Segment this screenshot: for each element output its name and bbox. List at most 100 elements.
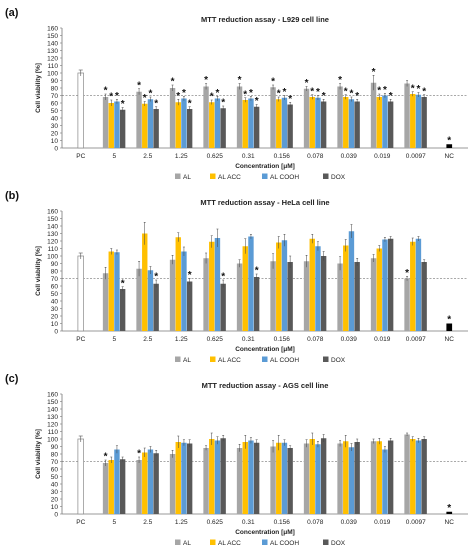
significance-star: * xyxy=(422,86,426,97)
bar-dox xyxy=(421,97,427,148)
x-tick-label: 0.078 xyxy=(307,519,324,526)
bar-al-cooh xyxy=(181,442,187,514)
nc-significance-star: * xyxy=(447,315,451,326)
bar-al-acc xyxy=(376,248,382,331)
y-tick-label: 30 xyxy=(51,123,59,130)
legend-swatch xyxy=(210,173,216,179)
bar-al-acc xyxy=(242,100,248,148)
bar-al xyxy=(169,259,176,331)
y-tick-label: 60 xyxy=(51,283,59,290)
x-tick-label: 0.0097 xyxy=(406,519,426,526)
bar-dox xyxy=(287,448,293,514)
bar-al-cooh xyxy=(248,236,254,331)
bar-al-cooh xyxy=(348,447,355,514)
bar-al-acc xyxy=(209,102,215,148)
bar-al-cooh xyxy=(147,99,154,148)
y-tick-label: 130 xyxy=(47,48,58,55)
x-tick-label: 0.625 xyxy=(207,153,224,160)
bar-al-acc xyxy=(242,246,248,331)
bar-al-cooh xyxy=(147,270,154,331)
significance-star: * xyxy=(238,75,242,86)
legend-entry: AL xyxy=(183,357,191,364)
y-tick-label: 100 xyxy=(47,70,58,77)
significance-star: * xyxy=(171,77,175,88)
bar-dox xyxy=(153,283,159,331)
bar-al-acc xyxy=(309,238,315,331)
legend-entry: DOX xyxy=(331,174,346,181)
x-tick-label: 0.039 xyxy=(341,519,358,526)
bar-al-cooh xyxy=(281,442,288,514)
y-tick-label: 100 xyxy=(47,436,58,443)
bar-al-cooh xyxy=(382,239,388,331)
bar-al xyxy=(370,82,377,148)
bar-dox xyxy=(220,108,226,148)
x-tick-label: 1.25 xyxy=(175,519,188,526)
panel-label: (a) xyxy=(5,7,19,19)
bar-al xyxy=(169,88,176,148)
y-tick-label: 30 xyxy=(51,306,59,313)
bar-dox xyxy=(320,256,327,331)
x-axis-label: Concentration [μM] xyxy=(235,529,295,536)
x-tick-label: 0.039 xyxy=(341,336,358,343)
bar-dox xyxy=(119,459,126,514)
y-tick-label: 20 xyxy=(51,130,59,137)
x-tick-label-nc: NC xyxy=(445,336,455,343)
significance-star: * xyxy=(137,80,141,91)
bar-al xyxy=(337,443,343,514)
bar-al-acc xyxy=(175,442,181,514)
x-tick-label: 0.039 xyxy=(341,153,358,160)
nc-bar xyxy=(446,511,453,514)
nc-bar xyxy=(446,323,453,331)
nc-significance-star: * xyxy=(447,503,451,514)
significance-star: * xyxy=(271,77,275,88)
bar-al-cooh xyxy=(181,251,187,331)
bar-al-acc xyxy=(175,102,181,148)
y-tick-label: 90 xyxy=(51,261,59,268)
x-tick-label: 0.078 xyxy=(307,153,324,160)
y-tick-label: 20 xyxy=(51,496,59,503)
legend-swatch xyxy=(210,539,216,545)
significance-star: * xyxy=(305,78,309,89)
significance-star: * xyxy=(338,75,342,86)
significance-star: * xyxy=(277,89,281,100)
x-tick-label-nc: NC xyxy=(445,153,455,160)
bar-al xyxy=(102,273,109,331)
y-tick-label: 90 xyxy=(51,78,59,85)
x-tick-label: 5 xyxy=(112,519,116,526)
x-tick-label: 2.5 xyxy=(143,336,152,343)
panel-label: (b) xyxy=(5,190,19,202)
bar-al-acc xyxy=(108,460,114,514)
bar-dox xyxy=(253,442,260,514)
bar-al-cooh xyxy=(181,98,187,148)
bar-al-acc xyxy=(343,245,349,331)
bar-al-cooh xyxy=(415,94,422,148)
legend-entry: AL ACC xyxy=(218,540,241,547)
bar-al-cooh xyxy=(248,98,254,148)
bar-al-acc xyxy=(142,233,148,331)
bar-al-acc xyxy=(309,97,315,148)
significance-star: * xyxy=(344,86,348,97)
x-tick-label-pc: PC xyxy=(76,519,85,526)
bar-al-acc xyxy=(209,241,215,331)
pc-bar xyxy=(77,72,84,149)
significance-star: * xyxy=(154,272,158,283)
bar-dox xyxy=(387,101,394,148)
x-tick-label: 0.31 xyxy=(242,336,255,343)
significance-star: * xyxy=(109,92,113,103)
significance-star: * xyxy=(176,91,180,102)
significance-star: * xyxy=(255,96,259,107)
y-tick-label: 80 xyxy=(51,85,59,92)
y-tick-label: 160 xyxy=(47,208,58,215)
bar-al xyxy=(203,86,209,148)
significance-star: * xyxy=(255,266,259,277)
x-tick-label: 0.0097 xyxy=(406,336,426,343)
bar-dox xyxy=(220,283,226,331)
legend-entry: AL COOH xyxy=(270,174,299,181)
bar-al-cooh xyxy=(315,97,321,148)
y-tick-label: 140 xyxy=(47,223,58,230)
nc-bar xyxy=(446,144,453,148)
bar-al-cooh xyxy=(114,101,120,148)
chart-title: MTT reduction assay - HeLa cell line xyxy=(200,198,329,207)
bar-al-acc xyxy=(209,439,215,514)
